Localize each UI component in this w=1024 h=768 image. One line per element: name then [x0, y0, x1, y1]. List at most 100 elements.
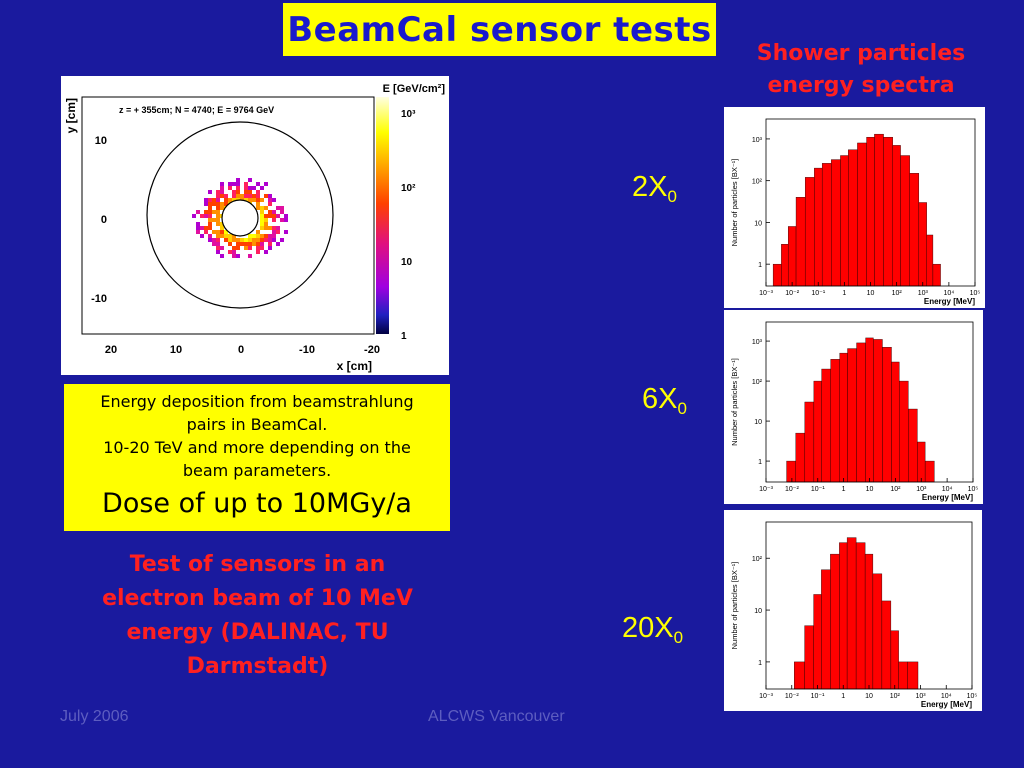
x-tick-label: 10⁻³ [759, 290, 773, 297]
histogram-bar [795, 432, 806, 483]
heatmap-cell [200, 226, 204, 230]
heatmap-cell [208, 222, 212, 226]
heatmap-cell [236, 182, 240, 186]
heatmap-cell [208, 214, 212, 218]
x-tick-label: 10⁻¹ [811, 290, 825, 297]
x-tick-label: 10³ [915, 693, 926, 700]
heatmap-cell [200, 234, 204, 238]
heatmap-cell [204, 210, 208, 214]
y-tick: 10 [95, 135, 107, 147]
heatmap-cell [280, 238, 284, 242]
heatmap-cell [268, 198, 272, 202]
x-tick-label: 10² [890, 693, 901, 700]
heatmap-cell [256, 198, 260, 202]
heatmap-cell [216, 214, 220, 218]
x-tick-label: 10⁴ [942, 486, 953, 493]
x-axis-label: Energy [MeV] [924, 297, 975, 306]
histogram-bar [909, 173, 920, 287]
histogram-bar [883, 136, 893, 287]
x-tick: -20 [364, 344, 380, 356]
heatmap-cell [224, 194, 228, 198]
histogram-bar [864, 553, 874, 690]
heatmap-cell [224, 238, 228, 242]
heatmap-cell [272, 230, 276, 234]
heatmap-cell [256, 250, 260, 254]
heatmap-cell [228, 242, 232, 246]
sensor-test-line: electron beam of 10 MeV [102, 586, 413, 611]
heatmap-cell [212, 210, 216, 214]
heatmap-cell [248, 246, 252, 250]
x-tick-label: 10³ [918, 290, 929, 297]
heatmap-cell [224, 234, 228, 238]
histogram-bar [795, 197, 806, 287]
heatmap-cell [244, 242, 248, 246]
heatmap-cell [216, 238, 220, 242]
heatmap-cell [264, 182, 268, 186]
y-tick-label: 10³ [752, 339, 763, 346]
heatmap-cell [212, 230, 216, 234]
heatmap-cell [256, 194, 260, 198]
heatmap-cell [200, 214, 204, 218]
x-tick-label: 10⁴ [941, 693, 952, 700]
x-tick-label: 10⁵ [967, 693, 978, 700]
y-axis-label: Number of particles [BX⁻¹] [730, 159, 739, 247]
heatmap-cells [192, 178, 288, 258]
y-axis-label: Number of particles [BX⁻¹] [730, 358, 739, 446]
heatmap-cell [236, 242, 240, 246]
heatmap-cell [256, 182, 260, 186]
heatmap-cell [256, 234, 260, 238]
histogram-bar [907, 661, 919, 690]
heatmap-cell [216, 202, 220, 206]
histogram-bar [813, 380, 822, 483]
heatmap-cell [220, 246, 224, 250]
x-tick-label: 10⁻¹ [811, 693, 825, 700]
histogram-bar [847, 348, 857, 483]
heatmap-cell [212, 218, 216, 222]
histogram-bar [821, 569, 831, 690]
heatmap-cell [244, 186, 248, 190]
heatmap-cell [272, 214, 276, 218]
x-axis-label: Energy [MeV] [922, 493, 973, 502]
heatmap-cell [232, 250, 236, 254]
heatmap-cell [260, 246, 264, 250]
histogram-bar [890, 630, 899, 690]
info-box: Energy deposition from beamstrahlung pai… [64, 384, 450, 531]
heatmap-cell [236, 190, 240, 194]
heatmap-cell [260, 238, 264, 242]
colorbar-tick: 10³ [401, 109, 416, 120]
heatmap-frame [81, 96, 375, 335]
heatmap-cell [248, 198, 252, 202]
histogram-bar [830, 553, 840, 690]
heatmap-cell [260, 234, 264, 238]
y-tick-label: 1 [758, 660, 762, 667]
y-axis-label: y [cm] [64, 98, 78, 133]
colorbar-tick: 1 [401, 331, 407, 342]
heatmap-cell [228, 182, 232, 186]
histogram-bar [874, 133, 884, 287]
x-tick-label: 10 [865, 693, 873, 700]
histogram-bar [794, 661, 805, 690]
heatmap-cell [276, 214, 280, 218]
histogram-bar [856, 342, 866, 483]
y-tick-label: 10² [752, 179, 763, 186]
heatmap-cell [216, 250, 220, 254]
heatmap-cell [220, 254, 224, 258]
histogram-bar [892, 145, 901, 287]
x-tick-label: 10⁻¹ [811, 486, 825, 493]
heatmap-cell [228, 250, 232, 254]
info-line: 10-20 TeV and more depending on the [103, 438, 411, 457]
x-tick-label: 10⁻³ [759, 693, 773, 700]
heatmap-cell [244, 198, 248, 202]
heatmap-cell [256, 202, 260, 206]
histogram-bar [932, 263, 941, 287]
heatmap-cell [268, 226, 272, 230]
sensor-test-line: energy (DALINAC, TU [126, 620, 389, 645]
heatmap-cell [220, 194, 224, 198]
heatmap-cell [220, 206, 224, 210]
heatmap-cell [280, 218, 284, 222]
histogram-bar [821, 368, 831, 483]
heatmap-cell [232, 190, 236, 194]
heatmap-cell [260, 218, 264, 222]
heatmap-cell [276, 230, 280, 234]
heatmap-cell [232, 254, 236, 258]
